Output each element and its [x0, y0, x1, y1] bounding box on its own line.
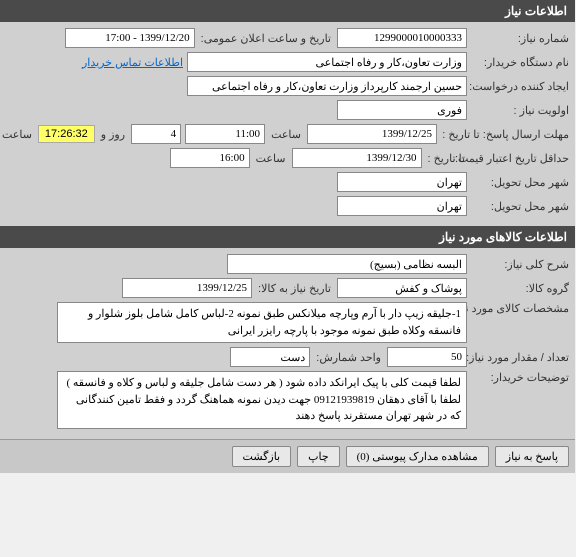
- deadline-time-input[interactable]: [186, 124, 266, 144]
- buyer-org-label: نام دستگاه خریدار:: [472, 56, 572, 69]
- notes-label: توضیحات خریدار:: [472, 371, 572, 384]
- validity-time-label: ساعت: [255, 152, 289, 165]
- contact-link[interactable]: اطلاعات تماس خریدار: [83, 56, 184, 69]
- need-info-body: شماره نیاز: تاریخ و ساعت اعلان عمومی: نا…: [0, 22, 576, 226]
- announce-input[interactable]: [66, 28, 196, 48]
- print-button[interactable]: چاپ: [298, 446, 341, 467]
- goods-info-body: شرح کلی نیاز: گروه کالا: تاریخ نیاز به ک…: [0, 248, 576, 439]
- deadline-date-input[interactable]: [308, 124, 438, 144]
- days-label: روز و: [100, 128, 128, 141]
- validity-label: حداقل تاریخ اعتبار قیمت:: [472, 152, 572, 165]
- notes-textarea[interactable]: لطفا قیمت کلی با پیک ایرانکد داده شود ( …: [58, 371, 468, 429]
- qty-input[interactable]: [388, 347, 468, 367]
- priority-input[interactable]: [338, 100, 468, 120]
- delivery-city-input[interactable]: [338, 172, 468, 192]
- deadline-time-label: ساعت: [270, 128, 304, 141]
- days-input[interactable]: [132, 124, 182, 144]
- buyer-org-input[interactable]: [188, 52, 468, 72]
- spec-textarea[interactable]: 1-جلیقه زیپ دار با آرم وپارچه میلانکس طب…: [58, 302, 468, 343]
- qty-label: تعداد / مقدار مورد نیاز:: [472, 351, 572, 364]
- announce-label: تاریخ و ساعت اعلان عمومی:: [200, 32, 334, 45]
- deadline-label: مهلت ارسال پاسخ: تا تاریخ :: [442, 128, 572, 141]
- remaining-time: 17:26:32: [39, 125, 96, 143]
- action-buttons: پاسخ به نیاز مشاهده مدارک پیوستی (0) چاپ…: [0, 439, 576, 473]
- reply-button[interactable]: پاسخ به نیاز: [496, 446, 570, 467]
- desc-input[interactable]: [228, 254, 468, 274]
- spec-label: مشخصات کالای مورد نیاز:: [472, 302, 572, 315]
- requester-input[interactable]: [188, 76, 468, 96]
- delivery-city-label: شهر محل تحویل:: [472, 176, 572, 189]
- need-info-header: اطلاعات نیاز: [0, 0, 576, 22]
- group-label: گروه کالا:: [472, 282, 572, 295]
- need-date-input[interactable]: [123, 278, 253, 298]
- validity-date-input[interactable]: [293, 148, 423, 168]
- desc-label: شرح کلی نیاز:: [472, 258, 572, 271]
- need-number-label: شماره نیاز:: [472, 32, 572, 45]
- goods-info-header: اطلاعات کالاهای مورد نیاز: [0, 226, 576, 248]
- attachments-button[interactable]: مشاهده مدارک پیوستی (0): [347, 446, 490, 467]
- remaining-label: ساعت باقی مانده: [0, 128, 35, 141]
- unit-label: واحد شمارش:: [315, 351, 384, 364]
- need-date-label: تاریخ نیاز به کالا:: [257, 282, 334, 295]
- priority-label: اولویت نیاز :: [472, 104, 572, 117]
- back-button[interactable]: بازگشت: [233, 446, 293, 467]
- unit-input[interactable]: [231, 347, 311, 367]
- delivery-city2-label: شهر محل تحویل:: [472, 200, 572, 213]
- validity-time-input[interactable]: [171, 148, 251, 168]
- requester-label: ایجاد کننده درخواست:: [472, 80, 572, 93]
- validity-to-label: تا تاریخ :: [427, 152, 468, 165]
- delivery-city2-input[interactable]: [338, 196, 468, 216]
- group-input[interactable]: [338, 278, 468, 298]
- need-number-input[interactable]: [338, 28, 468, 48]
